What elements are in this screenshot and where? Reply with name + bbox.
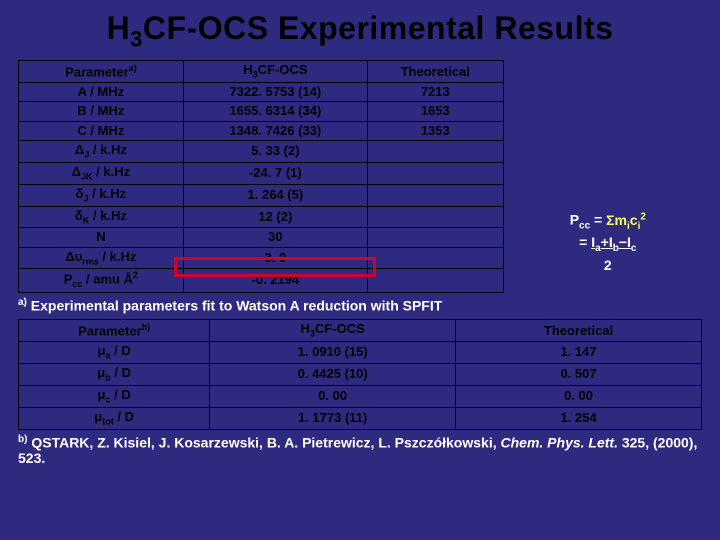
table-row: Pcc / amu Å2-0. 2194 (19, 269, 504, 292)
table-row: ΔJK / k.Hz-24. 7 (1) (19, 162, 504, 184)
table-header-cell: Parameterb) (19, 320, 210, 342)
table-cell: 5. 33 (2) (183, 140, 367, 162)
table-cell: 1353 (367, 121, 503, 140)
table-header-cell: H3CF-OCS (183, 61, 367, 83)
table-cell: A / MHz (19, 83, 184, 102)
table1: Parametera)H3CF-OCSTheoreticalA / MHz732… (18, 60, 504, 292)
formula-line3: 2 (514, 256, 702, 275)
table-row: δK / k.Hz12 (2) (19, 206, 504, 228)
table-cell: 1. 264 (5) (183, 184, 367, 206)
table-cell (367, 228, 503, 247)
table-cell: B / MHz (19, 102, 184, 121)
table-cell: 7213 (367, 83, 503, 102)
table-row: C / MHz1348. 7426 (33)1353 (19, 121, 504, 140)
table-row: N30 (19, 228, 504, 247)
table-cell: μtot / D (19, 407, 210, 429)
table-cell: 3. 0 (183, 247, 367, 269)
table-cell: 1. 254 (456, 407, 702, 429)
table-cell: μb / D (19, 363, 210, 385)
table-cell: ΔJK / k.Hz (19, 162, 184, 184)
table-cell: 30 (183, 228, 367, 247)
table-cell: 1. 147 (456, 342, 702, 364)
table-cell: μc / D (19, 385, 210, 407)
table-cell: δK / k.Hz (19, 206, 184, 228)
table-row: B / MHz1655. 6314 (34)1653 (19, 102, 504, 121)
formula-line1: Pcc = Σmici2 (514, 210, 702, 233)
table-row: μa / D1. 0910 (15)1. 147 (19, 342, 702, 364)
table-cell (367, 269, 503, 292)
table-cell: 1653 (367, 102, 503, 121)
table-cell (367, 140, 503, 162)
table-header-cell: Parametera) (19, 61, 184, 83)
table-row: μc / D0. 000. 00 (19, 385, 702, 407)
page-title: H3CF-OCS Experimental Results (18, 10, 702, 52)
table-cell: C / MHz (19, 121, 184, 140)
table-row: δJ / k.Hz1. 264 (5) (19, 184, 504, 206)
table-cell: 0. 00 (456, 385, 702, 407)
table-cell: 1348. 7426 (33) (183, 121, 367, 140)
table-cell: 0. 00 (210, 385, 456, 407)
table-cell: -0. 2194 (183, 269, 367, 292)
table-header-cell: Theoretical (456, 320, 702, 342)
table-cell: 1655. 6314 (34) (183, 102, 367, 121)
table-header-cell: H3CF-OCS (210, 320, 456, 342)
table2: Parameterb)H3CF-OCSTheoreticalμa / D1. 0… (18, 319, 702, 429)
table-cell: N (19, 228, 184, 247)
table-row: μb / D0. 4425 (10)0. 507 (19, 363, 702, 385)
table-row: Δυrms / k.Hz3. 0 (19, 247, 504, 269)
table-cell: Pcc / amu Å2 (19, 269, 184, 292)
table-cell (367, 162, 503, 184)
upper-row: Parametera)H3CF-OCSTheoreticalA / MHz732… (18, 60, 702, 292)
formula-line2: = Ia+Ib−Ic (514, 233, 702, 255)
table-row: μtot / D1. 1773 (11)1. 254 (19, 407, 702, 429)
table-cell (367, 206, 503, 228)
table1-wrap: Parametera)H3CF-OCSTheoreticalA / MHz732… (18, 60, 504, 292)
table-cell: 7322. 5753 (14) (183, 83, 367, 102)
table-cell (367, 184, 503, 206)
table-cell: δJ / k.Hz (19, 184, 184, 206)
table-cell: 0. 507 (456, 363, 702, 385)
footnote-b: b) QSTARK, Z. Kisiel, J. Kosarzewski, B.… (18, 434, 702, 467)
table-cell: 12 (2) (183, 206, 367, 228)
footnote-a: a) Experimental parameters fit to Watson… (18, 297, 702, 314)
table-cell: μa / D (19, 342, 210, 364)
table-header-cell: Theoretical (367, 61, 503, 83)
table2-wrap: Parameterb)H3CF-OCSTheoreticalμa / D1. 0… (18, 319, 702, 429)
table-cell: 1. 1773 (11) (210, 407, 456, 429)
table-cell: 1. 0910 (15) (210, 342, 456, 364)
table-cell: 0. 4425 (10) (210, 363, 456, 385)
table-cell: Δυrms / k.Hz (19, 247, 184, 269)
side-formula: Pcc = Σmici2 = Ia+Ib−Ic 2 (514, 60, 702, 274)
table-cell: ΔJ / k.Hz (19, 140, 184, 162)
table-row: A / MHz7322. 5753 (14)7213 (19, 83, 504, 102)
table-cell: -24. 7 (1) (183, 162, 367, 184)
table-cell (367, 247, 503, 269)
table-row: ΔJ / k.Hz5. 33 (2) (19, 140, 504, 162)
